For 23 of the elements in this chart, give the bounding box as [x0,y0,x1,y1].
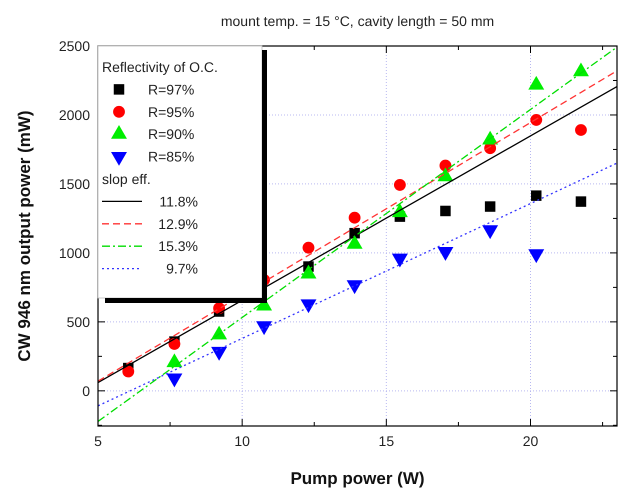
y-tick-label: 500 [66,314,90,330]
x-tick-label: 20 [522,433,538,449]
legend-title: Reflectivity of O.C. [102,59,218,75]
legend-label: R=95% [148,104,194,120]
legend-label: 9.7% [166,260,198,277]
legend-label: 11.8% [159,193,198,210]
legend-label: R=85% [148,148,194,165]
y-tick-label: 1500 [58,176,90,192]
legend-label: 12.9% [158,216,198,232]
y-axis-title: CW 946 nm output power (mW) [15,110,34,362]
y-tick-label: 1000 [58,244,90,261]
y-tick-label: 0 [82,382,90,399]
legend-label: R=90% [148,126,194,142]
x-tick-label: 10 [234,433,250,449]
x-tick-label: 15 [378,433,394,449]
legend-label: 15.3% [158,238,198,254]
legend-label: R=97% [148,81,194,98]
y-tick-label: 2000 [58,106,90,123]
annotation: slop eff. [102,171,151,187]
x-tick-label: 5 [94,433,102,449]
chart-title: mount temp. = 15 °C, cavity length = 50 mm [220,13,494,29]
x-axis-title: Pump power (W) [290,469,425,488]
y-tick-label: 2500 [58,38,90,54]
